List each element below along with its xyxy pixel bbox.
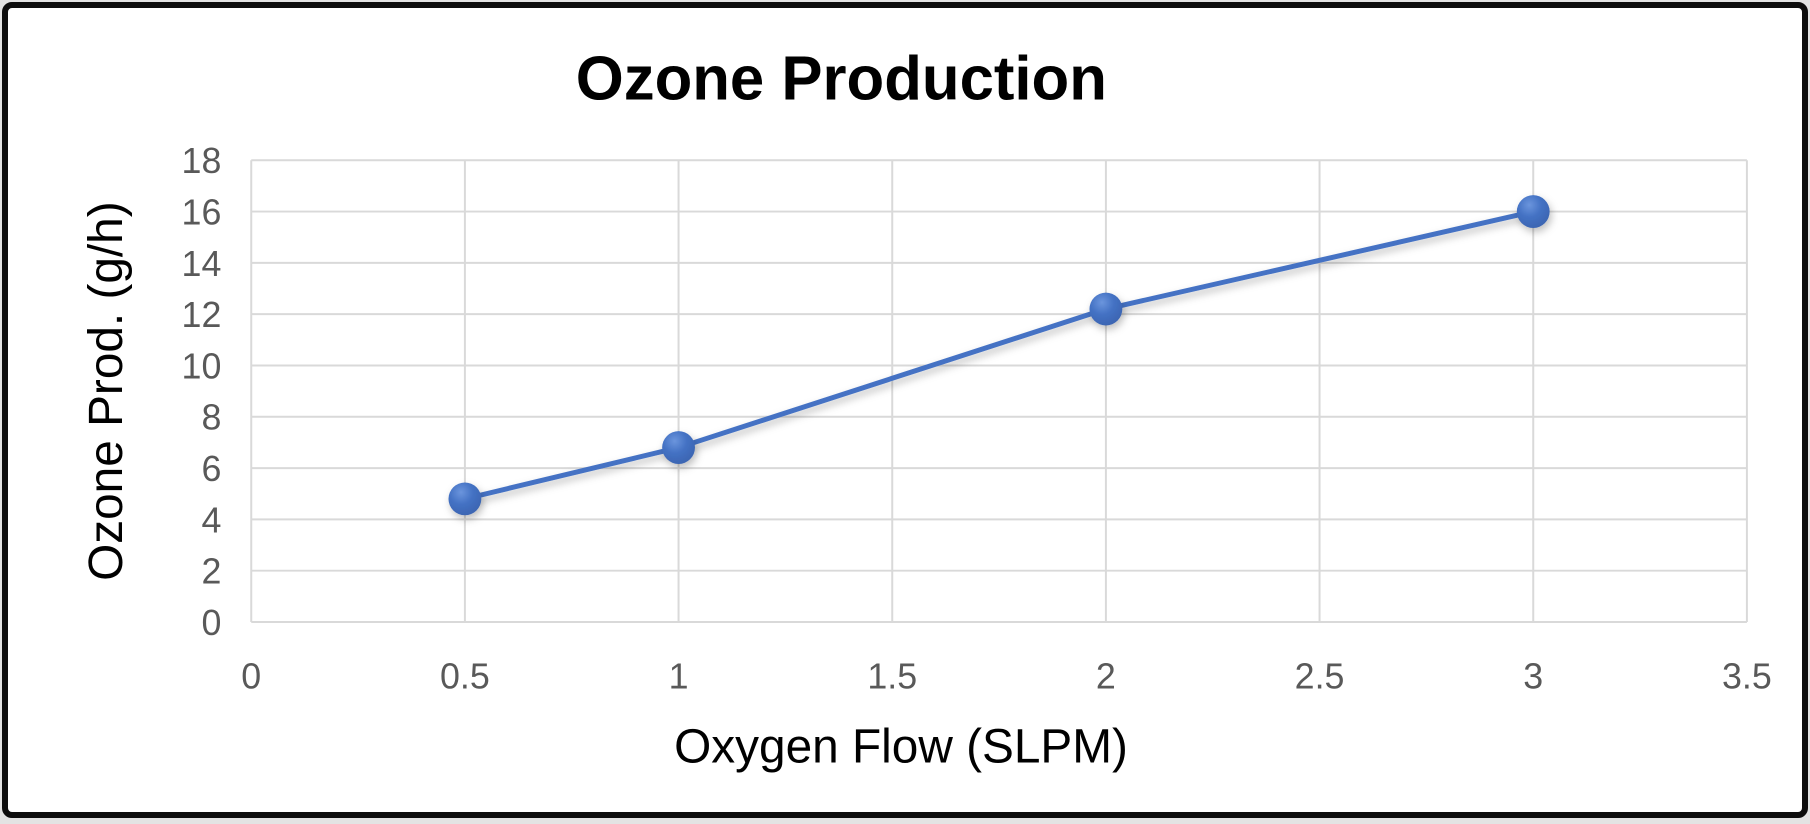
y-tick-label: 0 <box>201 603 221 643</box>
y-tick-label: 18 <box>182 141 222 181</box>
y-tick-label: 4 <box>201 500 221 540</box>
y-tick-label: 2 <box>201 552 221 592</box>
data-point <box>662 431 695 464</box>
y-tick-label: 12 <box>182 295 222 335</box>
x-tick-label: 2 <box>1096 657 1116 697</box>
ozone-production-chart: 0 0.5 1 1.5 2 2.5 3 3.5 0 2 4 6 8 10 12 14 16 18 Ozone P… <box>80 45 1772 774</box>
x-tick-label: 2.5 <box>1295 657 1345 697</box>
x-tick-label: 0.5 <box>440 657 490 697</box>
y-axis-tick-labels: 0 2 4 6 8 10 12 14 16 18 <box>182 141 222 643</box>
x-tick-label: 1 <box>669 657 689 697</box>
y-tick-label: 10 <box>182 346 222 386</box>
chart-title: Ozone Production <box>576 45 1107 114</box>
x-axis-title: Oxygen Flow (SLPM) <box>674 720 1128 773</box>
data-point <box>1516 195 1550 228</box>
y-tick-label: 8 <box>201 398 221 438</box>
gridlines <box>250 159 1748 623</box>
x-axis-tick-labels: 0 0.5 1 1.5 2 2.5 3 3.5 <box>241 657 1772 697</box>
y-axis-title: Ozone Prod. (g/h) <box>80 201 133 581</box>
series-line <box>462 209 1536 502</box>
x-tick-label: 3 <box>1523 657 1543 697</box>
y-tick-label: 16 <box>182 192 222 232</box>
y-tick-label: 6 <box>201 449 221 489</box>
data-series <box>448 195 1550 516</box>
data-point <box>1089 292 1123 326</box>
x-tick-label: 3.5 <box>1722 657 1772 697</box>
y-tick-label: 14 <box>182 244 222 284</box>
x-tick-label: 0 <box>241 657 261 697</box>
data-point <box>448 482 482 516</box>
x-tick-label: 1.5 <box>867 657 917 697</box>
